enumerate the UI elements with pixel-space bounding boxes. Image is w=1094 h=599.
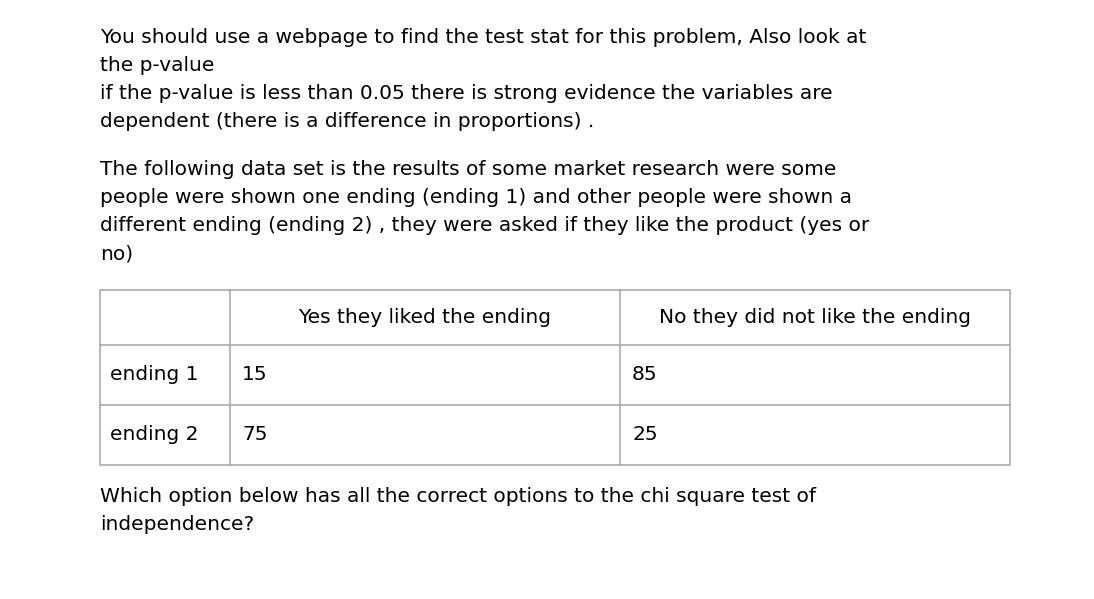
Text: 15: 15 (242, 365, 268, 385)
Text: ending 2: ending 2 (110, 425, 198, 444)
Text: different ending (ending 2) , they were asked if they like the product (yes or: different ending (ending 2) , they were … (100, 216, 870, 235)
Text: Which option below has all the correct options to the chi square test of: Which option below has all the correct o… (100, 487, 816, 506)
Text: No they did not like the ending: No they did not like the ending (659, 308, 971, 327)
Text: You should use a webpage to find the test stat for this problem, Also look at: You should use a webpage to find the tes… (100, 28, 866, 47)
Text: the p-value: the p-value (100, 56, 214, 75)
Text: if the p-value is less than 0.05 there is strong evidence the variables are: if the p-value is less than 0.05 there i… (100, 84, 833, 103)
Text: The following data set is the results of some market research were some: The following data set is the results of… (100, 160, 837, 179)
Text: Yes they liked the ending: Yes they liked the ending (299, 308, 551, 327)
Bar (100, 290, 1010, 465)
Text: dependent (there is a difference in proportions) .: dependent (there is a difference in prop… (100, 112, 594, 131)
Text: independence?: independence? (100, 515, 254, 534)
Text: ending 1: ending 1 (110, 365, 198, 385)
Text: people were shown one ending (ending 1) and other people were shown a: people were shown one ending (ending 1) … (100, 188, 852, 207)
Text: 75: 75 (242, 425, 268, 444)
Text: 25: 25 (632, 425, 657, 444)
Text: no): no) (100, 244, 133, 263)
Text: 85: 85 (632, 365, 657, 385)
